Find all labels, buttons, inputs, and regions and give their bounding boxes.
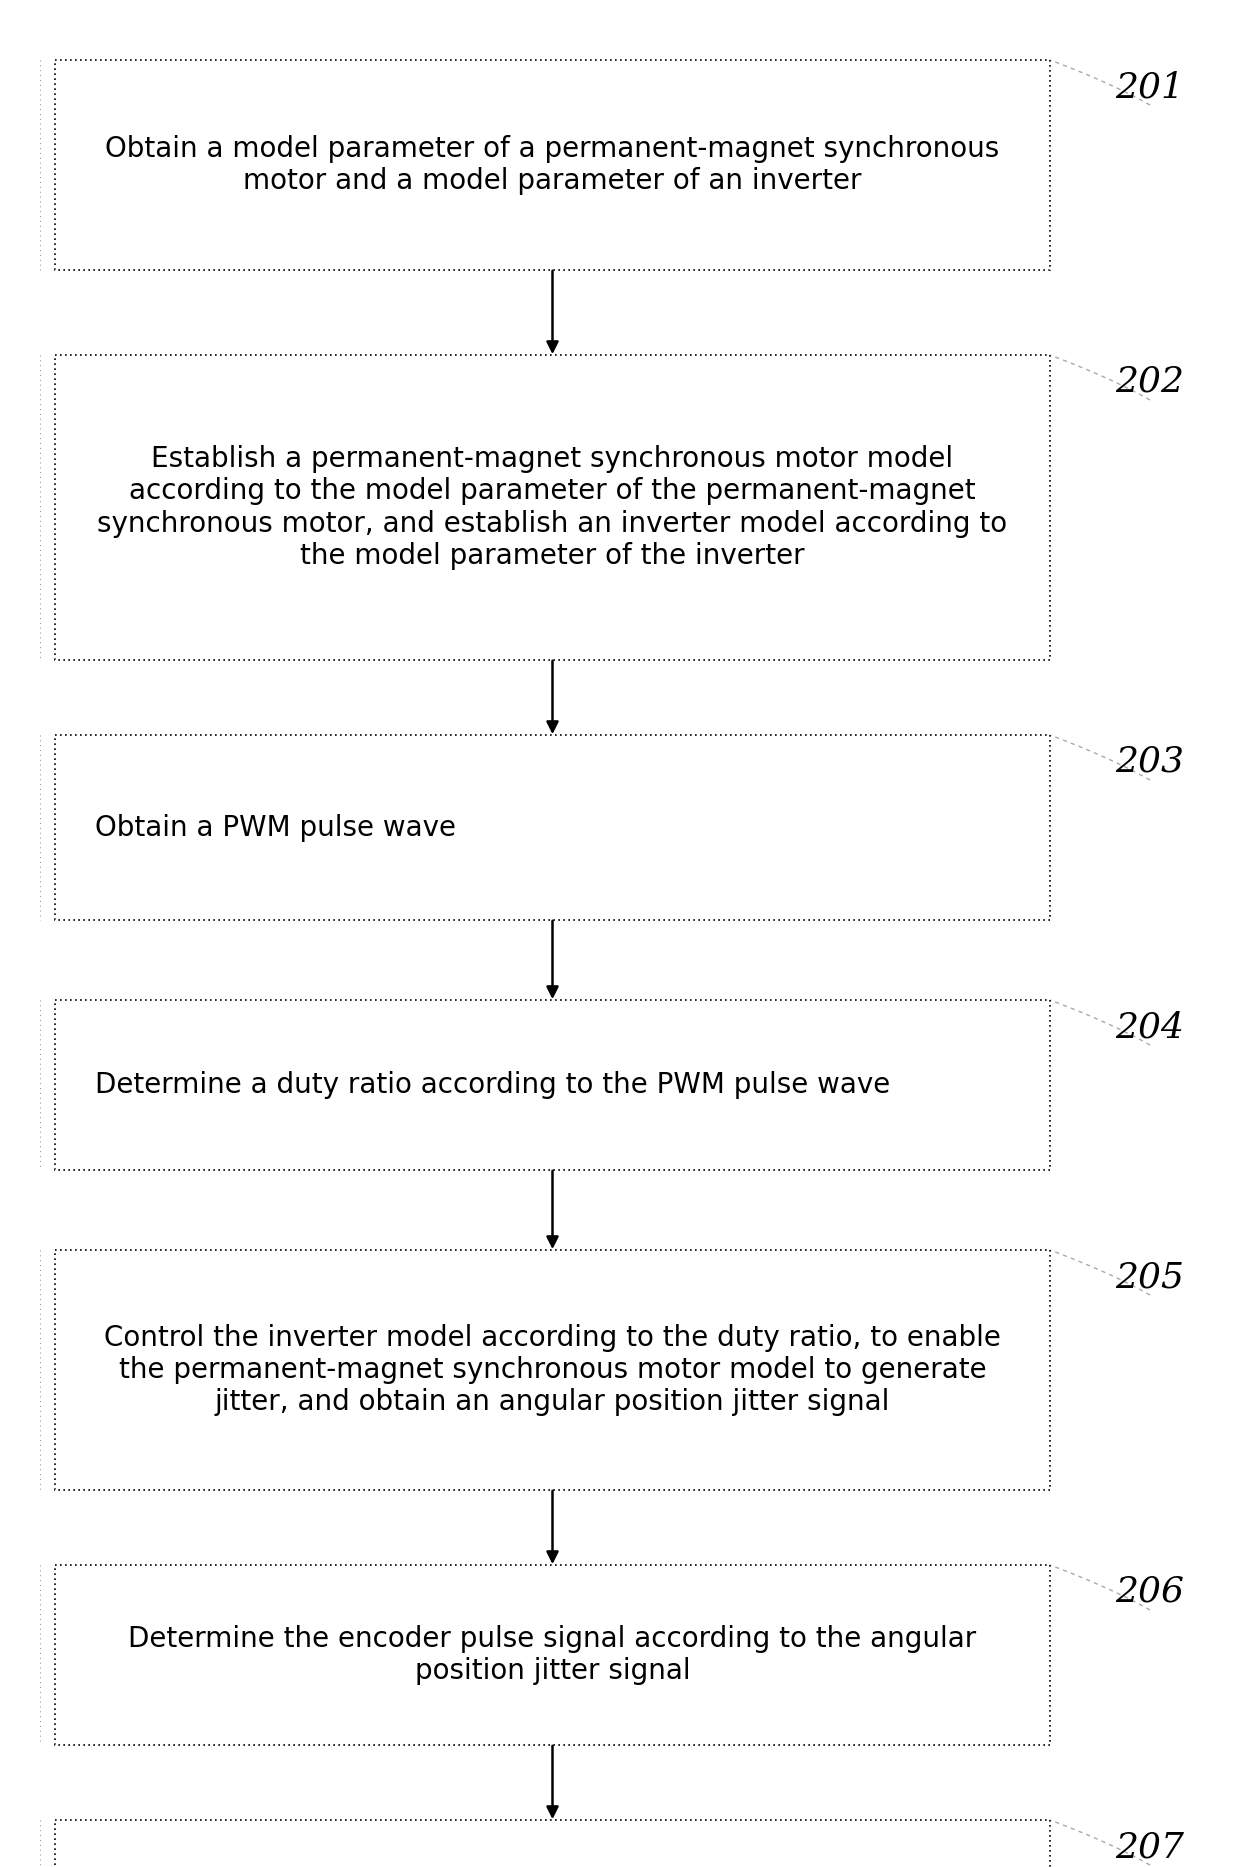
Bar <box>55 736 1050 920</box>
Text: 204: 204 <box>1116 1010 1184 1044</box>
Bar <box>55 1251 1050 1490</box>
Bar <box>55 1565 1050 1746</box>
Bar <box>55 1001 1050 1171</box>
Text: 205: 205 <box>1116 1260 1184 1294</box>
Bar <box>55 355 1050 661</box>
Bar <box>55 60 1050 271</box>
Text: Establish a permanent-magnet synchronous motor model
according to the model para: Establish a permanent-magnet synchronous… <box>98 444 1008 569</box>
Text: 201: 201 <box>1116 69 1184 105</box>
Text: Determine a duty ratio according to the PWM pulse wave: Determine a duty ratio according to the … <box>95 1072 890 1100</box>
Text: Control the inverter model according to the duty ratio, to enable
the permanent-: Control the inverter model according to … <box>104 1324 1001 1417</box>
Text: 202: 202 <box>1116 366 1184 400</box>
Text: 203: 203 <box>1116 745 1184 779</box>
Text: Determine the encoder pulse signal according to the angular
position jitter sign: Determine the encoder pulse signal accor… <box>129 1624 977 1686</box>
Text: Obtain a model parameter of a permanent-magnet synchronous
motor and a model par: Obtain a model parameter of a permanent-… <box>105 134 999 196</box>
Text: 206: 206 <box>1116 1576 1184 1609</box>
Text: Obtain a PWM pulse wave: Obtain a PWM pulse wave <box>95 814 456 842</box>
Text: 207: 207 <box>1116 1830 1184 1863</box>
Bar <box>55 1820 1050 1867</box>
